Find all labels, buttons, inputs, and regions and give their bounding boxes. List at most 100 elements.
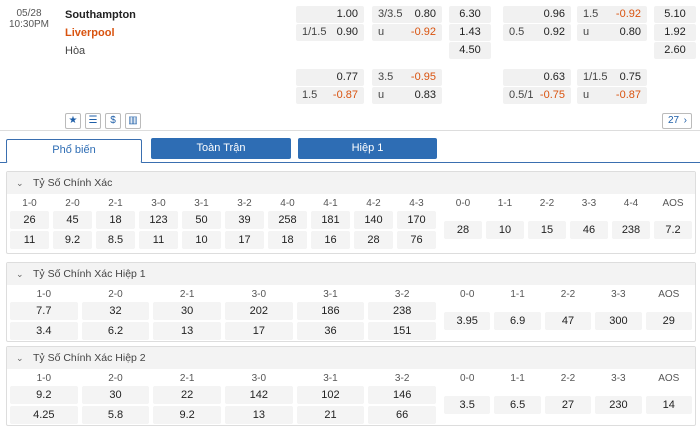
odds-cell[interactable]: 1.92 — [654, 24, 696, 41]
odds-cell[interactable]: 300 — [595, 312, 642, 330]
odds-cell[interactable]: 26 — [10, 211, 49, 229]
odds-cell[interactable]: 66 — [368, 406, 436, 424]
odds-cell[interactable]: 151 — [368, 322, 436, 340]
section-header[interactable]: ⌄ Tỷ Số Chính Xác Hiệp 1 — [7, 263, 695, 285]
odds-cell[interactable]: 28 — [354, 231, 393, 249]
tab-hiep-1[interactable]: Hiệp 1 — [298, 138, 437, 159]
score-label: 3-0 — [151, 198, 166, 209]
odds-cell[interactable]: 13 — [225, 406, 293, 424]
odds-cell[interactable]: 39 — [225, 211, 264, 229]
odds-cell[interactable]: 7.2 — [654, 221, 692, 239]
odds-cell[interactable]: 1.5 -0.92 — [577, 6, 647, 23]
odds-cell[interactable]: 1.00 — [296, 6, 364, 23]
odds-cell[interactable]: 10 — [182, 231, 221, 249]
odds-cell[interactable]: 186 — [296, 302, 365, 320]
away-team[interactable]: Liverpool — [65, 27, 115, 39]
odds-cell[interactable]: 5.8 — [81, 406, 150, 424]
odds-cell[interactable]: 76 — [397, 231, 436, 249]
odds-cell[interactable]: 13 — [153, 322, 221, 340]
odds-cell[interactable]: 170 — [397, 211, 436, 229]
odds-cell[interactable]: 1/1.5 0.75 — [577, 69, 647, 86]
odds-cell[interactable]: 9.2 — [153, 406, 221, 424]
odds-cell[interactable]: 3/3.5 0.80 — [372, 6, 442, 23]
odds-cell[interactable]: 146 — [368, 386, 436, 404]
odds-cell[interactable]: 142 — [225, 386, 293, 404]
odds-cell[interactable]: 16 — [311, 231, 350, 249]
chart-icon[interactable]: ▥ — [125, 113, 141, 129]
odds-cell[interactable]: 102 — [296, 386, 365, 404]
odds-cell[interactable]: 238 — [368, 302, 436, 320]
odds-cell[interactable]: 46 — [570, 221, 608, 239]
odds-cell[interactable]: 7.7 — [10, 302, 78, 320]
odds-cell[interactable]: 2.60 — [654, 42, 696, 59]
odds-cell[interactable]: 30 — [81, 386, 150, 404]
odds-cell[interactable]: 9.2 — [53, 231, 92, 249]
odds-cell[interactable]: 36 — [296, 322, 365, 340]
more-markets-button[interactable]: 27 › — [662, 113, 692, 129]
odds-cell[interactable]: 14 — [645, 396, 692, 414]
odds-cell[interactable]: 1/1.5 0.90 — [296, 24, 364, 41]
odds-cell[interactable]: 3.5 — [444, 396, 491, 414]
odds-cell[interactable]: 4.25 — [10, 406, 78, 424]
odds-cell[interactable]: 0.77 — [296, 69, 364, 86]
match-header: 05/28 10:30PM Southampton Liverpool Hòa … — [0, 0, 700, 131]
odds-cell[interactable]: 0.96 — [503, 6, 571, 23]
odds-cell[interactable]: u -0.92 — [372, 24, 442, 41]
odds-cell[interactable]: 27 — [544, 396, 592, 414]
odds-cell[interactable]: 1.43 — [449, 24, 491, 41]
odds-cell[interactable]: 3.5 -0.95 — [372, 69, 442, 86]
odds-cell[interactable]: 238 — [612, 221, 650, 239]
odds-cell[interactable]: 6.5 — [494, 396, 541, 414]
odds-cell[interactable]: 6.30 — [449, 6, 491, 23]
odds-cell[interactable]: 15 — [528, 221, 566, 239]
odds-cell[interactable]: 202 — [225, 302, 293, 320]
section-header[interactable]: ⌄ Tỷ Số Chính Xác — [7, 172, 695, 194]
odds-cell[interactable]: 1.5 -0.87 — [296, 87, 364, 104]
odds-cell[interactable]: 4.50 — [449, 42, 491, 59]
odds-cell[interactable]: 21 — [296, 406, 365, 424]
odds-cell[interactable]: 9.2 — [10, 386, 78, 404]
odds-cell[interactable]: 5.10 — [654, 6, 696, 23]
score-label: 3-3 — [611, 373, 626, 384]
odds-cell[interactable]: 50 — [182, 211, 221, 229]
odds-cell[interactable]: u 0.80 — [577, 24, 647, 41]
chevron-down-icon: ⌄ — [16, 178, 24, 188]
odds-cell[interactable]: 30 — [153, 302, 221, 320]
tab-pho-bien[interactable]: Phổ biến — [6, 139, 142, 163]
odds-cell[interactable]: 181 — [311, 211, 350, 229]
dollar-icon[interactable]: $ — [105, 113, 121, 129]
odds-cell[interactable]: 8.5 — [96, 231, 135, 249]
odds-cell[interactable]: 11 — [10, 231, 49, 249]
odds-cell[interactable]: 3.95 — [444, 312, 491, 330]
score-label: 4-4 — [623, 198, 639, 209]
odds-cell[interactable]: 47 — [544, 312, 592, 330]
odds-cell[interactable]: 0.63 — [503, 69, 571, 86]
odds-cell[interactable]: 29 — [645, 312, 692, 330]
odds-cell[interactable]: 230 — [595, 396, 642, 414]
star-icon[interactable]: ★ — [65, 113, 81, 129]
odds-cell[interactable]: 0.5/1 -0.75 — [503, 87, 571, 104]
odds-cell[interactable]: 17 — [225, 231, 264, 249]
home-team[interactable]: Southampton — [65, 9, 136, 21]
odds-cell[interactable]: 17 — [225, 322, 293, 340]
odds-cell[interactable]: 45 — [53, 211, 92, 229]
tab-toan-tran[interactable]: Toàn Trận — [151, 138, 291, 159]
odds-cell[interactable]: 258 — [268, 211, 307, 229]
odds-cell[interactable]: 140 — [354, 211, 393, 229]
section-header[interactable]: ⌄ Tỷ Số Chính Xác Hiệp 2 — [7, 347, 695, 369]
odds-cell[interactable]: 11 — [139, 231, 178, 249]
odds-cell[interactable]: 18 — [96, 211, 135, 229]
odds-cell[interactable]: 22 — [153, 386, 221, 404]
odds-cell[interactable]: 6.9 — [494, 312, 541, 330]
odds-cell[interactable]: 6.2 — [81, 322, 150, 340]
odds-cell[interactable]: 28 — [444, 221, 482, 239]
odds-cell[interactable]: 0.5 0.92 — [503, 24, 571, 41]
odds-cell[interactable]: u 0.83 — [372, 87, 442, 104]
odds-cell[interactable]: 32 — [81, 302, 150, 320]
odds-cell[interactable]: 3.4 — [10, 322, 78, 340]
odds-cell[interactable]: 10 — [486, 221, 524, 239]
list-icon[interactable]: ☰ — [85, 113, 101, 129]
odds-cell[interactable]: u -0.87 — [577, 87, 647, 104]
odds-cell[interactable]: 123 — [139, 211, 178, 229]
odds-cell[interactable]: 18 — [268, 231, 307, 249]
